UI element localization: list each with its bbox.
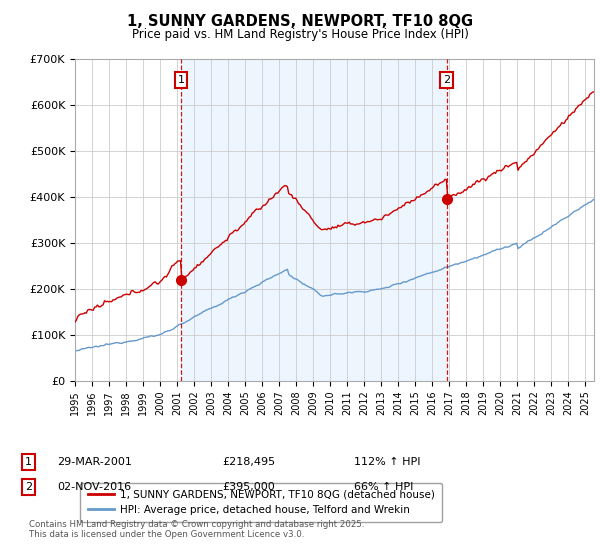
Text: Price paid vs. HM Land Registry's House Price Index (HPI): Price paid vs. HM Land Registry's House … [131,28,469,41]
Text: Contains HM Land Registry data © Crown copyright and database right 2025.
This d: Contains HM Land Registry data © Crown c… [29,520,364,539]
Text: 29-MAR-2001: 29-MAR-2001 [57,457,132,467]
Text: 66% ↑ HPI: 66% ↑ HPI [354,482,413,492]
Text: 1: 1 [178,74,185,85]
Text: £218,495: £218,495 [222,457,275,467]
Text: 02-NOV-2016: 02-NOV-2016 [57,482,131,492]
Text: 1: 1 [25,457,32,467]
Text: 112% ↑ HPI: 112% ↑ HPI [354,457,421,467]
Bar [181,59,446,381]
Text: 2: 2 [443,74,450,85]
Legend: 1, SUNNY GARDENS, NEWPORT, TF10 8QG (detached house), HPI: Average price, detach: 1, SUNNY GARDENS, NEWPORT, TF10 8QG (det… [80,483,442,522]
Text: 2: 2 [25,482,32,492]
Text: 1, SUNNY GARDENS, NEWPORT, TF10 8QG: 1, SUNNY GARDENS, NEWPORT, TF10 8QG [127,14,473,29]
Text: £395,000: £395,000 [222,482,275,492]
